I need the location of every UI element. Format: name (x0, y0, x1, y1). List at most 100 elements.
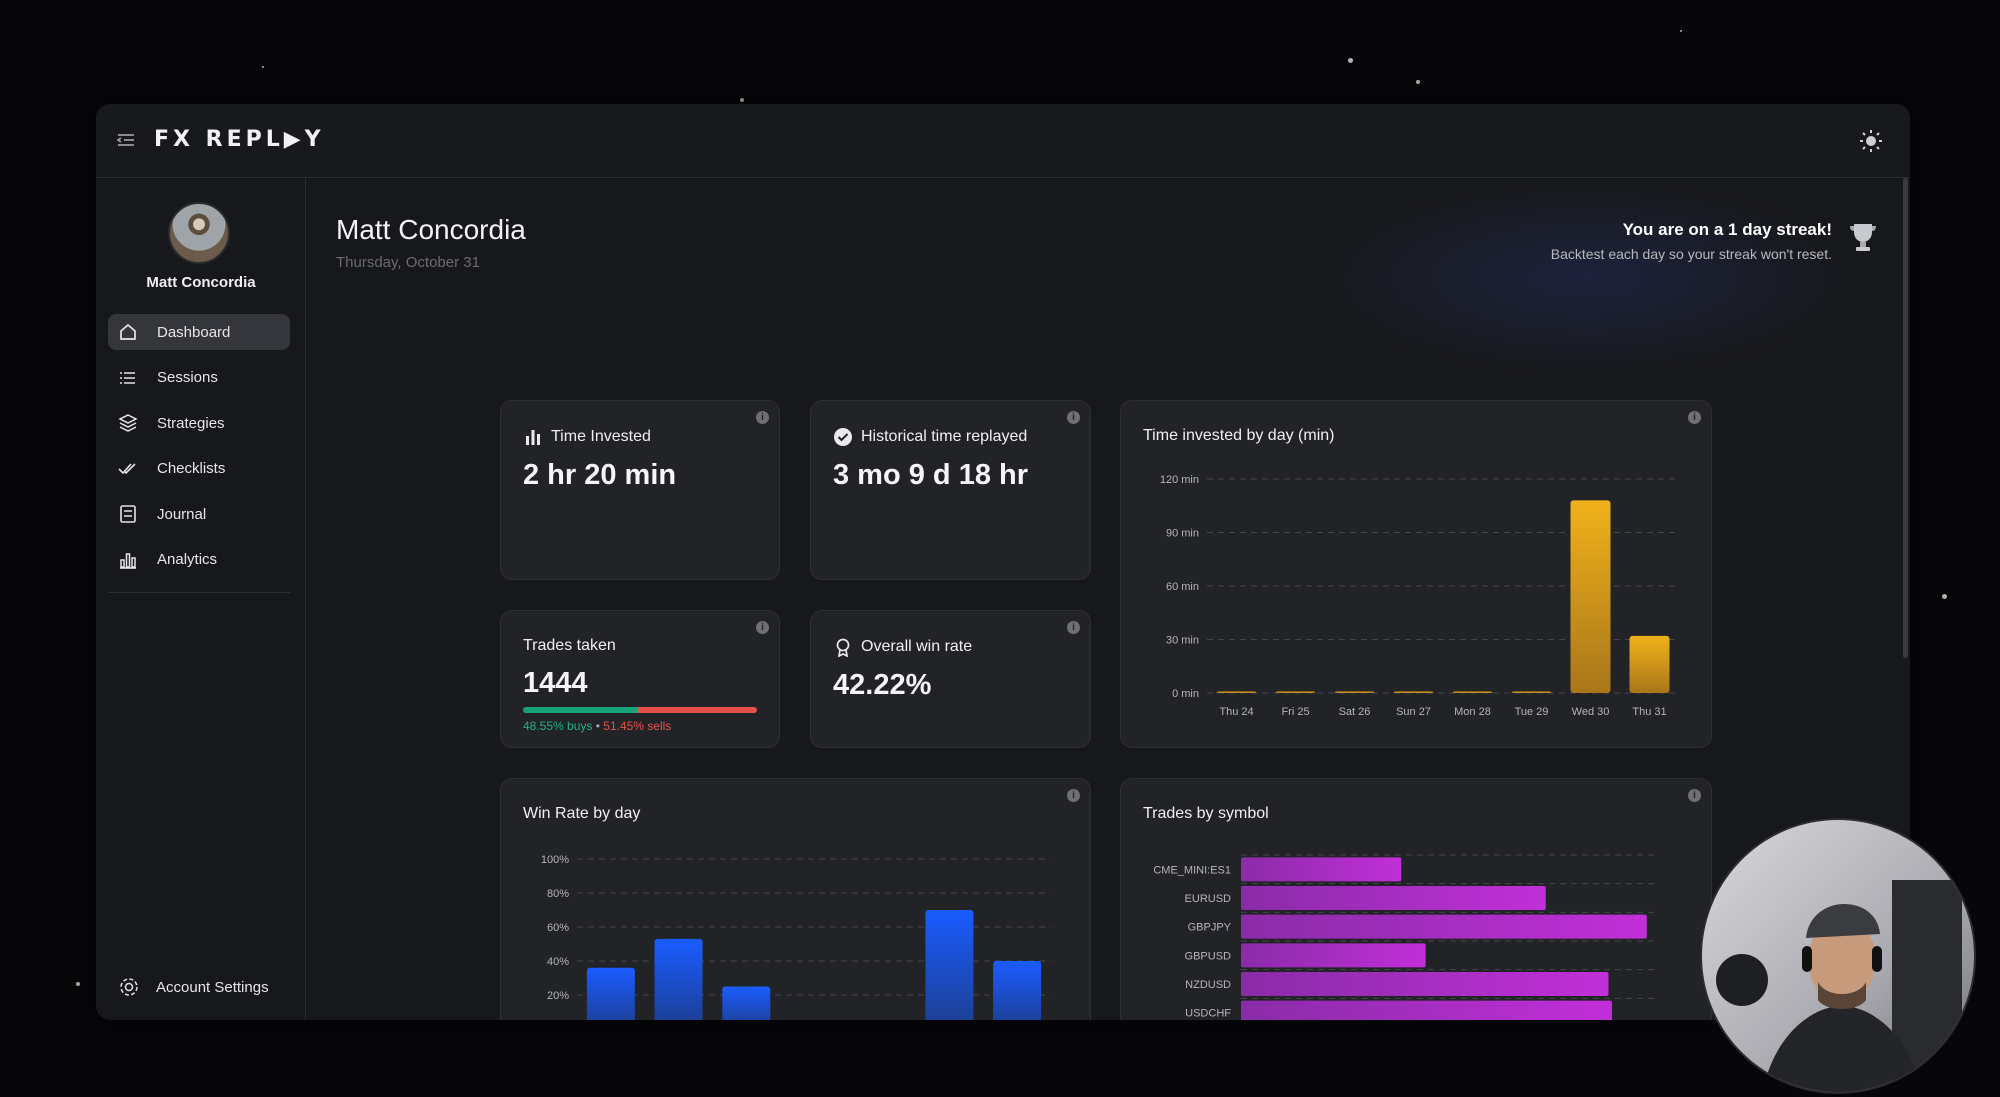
bar (1511, 691, 1552, 693)
sidebar: Matt Concordia Dashboard Sessions Strate… (96, 178, 306, 1020)
bar (722, 986, 771, 1020)
sidebar-item-label: Analytics (157, 551, 218, 568)
y-tick-label: EURUSD (1185, 893, 1232, 905)
page-date: Thursday, October 31 (336, 254, 480, 271)
bar (1216, 691, 1257, 693)
streak-title: You are on a 1 day streak! (1622, 220, 1832, 239)
home-icon (120, 323, 136, 340)
scrollbar[interactable] (1903, 178, 1908, 658)
list-icon (120, 371, 135, 384)
chart-title: Trades by symbol (1143, 805, 1269, 822)
info-icon[interactable]: i (1688, 789, 1701, 802)
app-window: FX REPL▶Y Matt Concordia Dashboard Sessi… (96, 104, 1910, 1020)
sidebar-nav: Dashboard Sessions Strategies Checklists… (108, 314, 290, 587)
app-logo[interactable]: FX REPL▶Y (154, 127, 325, 152)
star (1348, 58, 1353, 63)
sidebar-item-strategies[interactable]: Strategies (108, 405, 290, 441)
y-tick-label: GBPUSD (1185, 950, 1232, 962)
card-title: Historical time replayed (833, 427, 1027, 447)
card-title-text: Overall win rate (861, 638, 973, 655)
trades-by-symbol-chart: 060120180240CME_MINI:ES1EURUSDGBPJPYGBPU… (1153, 854, 1659, 1020)
sidebar-item-checklists[interactable]: Checklists (108, 451, 290, 487)
sidebar-item-sessions[interactable]: Sessions (108, 360, 290, 396)
info-icon[interactable]: i (1067, 411, 1080, 424)
page-title: Matt Concordia (336, 214, 526, 245)
buys-bar (523, 707, 637, 713)
sidebar-item-label: Sessions (157, 369, 218, 386)
star (1680, 30, 1682, 32)
award-icon (836, 638, 850, 657)
info-icon[interactable]: i (1067, 621, 1080, 634)
bar (925, 910, 974, 1020)
bar (1629, 635, 1670, 693)
avatar[interactable] (168, 202, 230, 264)
card-title: Time invested by day (min) (1143, 427, 1334, 445)
bar (1452, 691, 1493, 693)
gear-icon (120, 978, 138, 996)
y-tick-label: CME_MINI:ES1 (1153, 864, 1231, 876)
y-tick-label: 60% (547, 922, 569, 934)
sidebar-item-analytics[interactable]: Analytics (108, 542, 290, 578)
sidebar-item-label: Checklists (157, 460, 226, 477)
layers-icon (118, 414, 138, 432)
y-tick-label: GBPJPY (1188, 922, 1232, 934)
x-tick-label: Thu 24 (1219, 706, 1253, 718)
win-rate-by-day-card: i Win Rate by day 0%20%40%60%80%100%Thu … (500, 778, 1091, 1020)
info-icon[interactable]: i (1067, 789, 1080, 802)
card-title: Time Invested (523, 427, 651, 447)
card-title-text: Historical time replayed (861, 428, 1028, 445)
y-tick-label: 90 min (1166, 528, 1199, 540)
y-tick-label: NZDUSD (1185, 979, 1231, 991)
sidebar-item-label: Dashboard (157, 323, 231, 341)
info-icon[interactable]: i (756, 411, 769, 424)
bar-chart-icon (120, 552, 136, 569)
chart-title: Win Rate by day (523, 805, 641, 822)
bar (1241, 1000, 1612, 1020)
bar (1570, 500, 1611, 693)
bar (1241, 857, 1402, 882)
win-rate-value: 42.22% (833, 669, 932, 701)
account-settings-label: Account Settings (156, 978, 269, 996)
account-settings-link[interactable]: Account Settings (118, 976, 269, 998)
time-by-day-chart: 0 min 30 min 60 min 90 min 120 min Thu 24 Fri … (1160, 474, 1679, 718)
x-tick-label: Mon 28 (1454, 706, 1491, 718)
star (1942, 594, 1947, 599)
caption-separator: • (592, 719, 604, 733)
bar (1334, 691, 1375, 693)
historical-time-card: i Historical time replayed 3 mo 9 d 18 h… (810, 400, 1091, 580)
card-title: Trades taken (523, 637, 616, 655)
y-tick-label: 0 min (1172, 688, 1199, 700)
card-title: Win Rate by day (523, 805, 640, 823)
bar (1275, 691, 1316, 693)
streak-subtitle: Backtest each day so your streak won't r… (1550, 246, 1832, 262)
info-icon[interactable]: i (1688, 411, 1701, 424)
sidebar-item-label: Journal (157, 505, 207, 523)
card-title-text: Trades taken (523, 637, 616, 654)
top-bar: FX REPL▶Y (96, 104, 1910, 178)
collapse-sidebar-icon[interactable] (114, 128, 138, 152)
bar-chart-icon (526, 430, 540, 445)
y-tick-label: 120 min (1160, 474, 1199, 486)
x-tick-label: Sat 26 (1339, 706, 1371, 718)
y-tick-label: 80% (547, 888, 569, 900)
sidebar-item-journal[interactable]: Journal (108, 496, 290, 532)
trades-taken-value: 1444 (523, 667, 588, 699)
x-tick-label: Sun 27 (1396, 706, 1431, 718)
bar (1393, 691, 1434, 693)
card-title: Overall win rate (833, 637, 972, 657)
bar (1241, 972, 1609, 996)
card-title-text: Time Invested (551, 428, 651, 445)
star (76, 982, 80, 986)
buy-sell-caption: 48.55% buys • 51.45% sells (523, 719, 671, 733)
streak-banner: You are on a 1 day streak! Backtest each… (1551, 220, 1832, 262)
main-content: Matt Concordia Thursday, October 31 You … (306, 178, 1910, 1020)
sidebar-user-name: Matt Concordia (146, 274, 256, 291)
info-icon[interactable]: i (756, 621, 769, 634)
star (740, 98, 744, 102)
sun-icon[interactable] (1858, 128, 1884, 154)
sidebar-item-dashboard[interactable]: Dashboard (108, 314, 290, 350)
journal-icon (120, 505, 136, 523)
sells-label: 51.45% sells (603, 719, 672, 733)
y-tick-label: USDCHF (1185, 1008, 1231, 1020)
